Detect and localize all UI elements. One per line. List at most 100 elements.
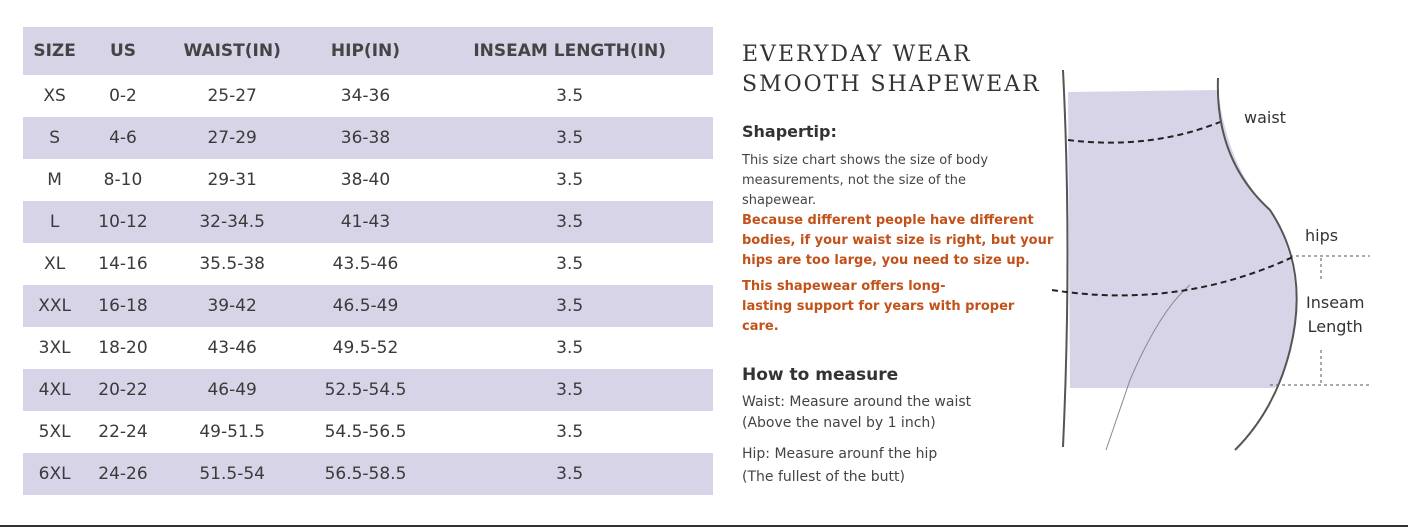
table-cell: 43-46 — [207, 338, 257, 358]
table-cell: 3.5 — [556, 254, 584, 274]
table-cell: 3.5 — [556, 170, 584, 190]
table-row: 6XL 24-26 51.5-54 56.5-58.5 3.5 — [23, 453, 713, 495]
table-cell: XL — [44, 254, 66, 274]
text-line: (The fullest of the butt) — [742, 469, 905, 485]
table-cell: 49.5-52 — [332, 338, 399, 358]
text-line: (Above the navel by 1 inch) — [742, 415, 936, 431]
waist-label: waist — [1244, 108, 1286, 127]
table-cell: 3XL — [38, 338, 71, 358]
table-cell: 14-16 — [98, 254, 148, 274]
tip-text: This size chart shows the size of body me… — [742, 151, 988, 211]
table-cell: 18-20 — [98, 338, 148, 358]
table-cell: 5XL — [38, 422, 71, 442]
frame-line — [0, 525, 1408, 527]
table-cell: 3.5 — [556, 296, 584, 316]
text-line: Waist: Measure around the waist — [742, 394, 972, 410]
table-row: 5XL 22-24 49-51.5 54.5-56.5 3.5 — [23, 411, 713, 453]
table-cell: 36-38 — [340, 128, 391, 148]
table-cell: 24-26 — [98, 464, 148, 484]
warning: Because different people have different b… — [742, 211, 1053, 271]
table-cell: 39-42 — [207, 296, 257, 316]
table-row: 4XL 20-22 46-49 52.5-54.5 3.5 — [23, 369, 713, 411]
text-line: hips are too large, you need to size up. — [742, 253, 1030, 268]
header-cell: WAIST(IN) — [183, 41, 281, 61]
table-row: M 8-10 29-31 38-40 3.5 — [23, 159, 713, 201]
text-line: bodies, if your waist size is right, but… — [742, 233, 1054, 248]
table-cell: 3.5 — [556, 464, 584, 484]
text-line: Inseam — [1306, 293, 1365, 312]
hip-note: Hip: Measure arounf the hip (The fullest … — [742, 443, 937, 489]
table-cell: 3.5 — [556, 128, 584, 148]
table-cell: 52.5-54.5 — [324, 380, 407, 400]
table-cell: 3.5 — [556, 212, 584, 232]
table-cell: 35.5-38 — [199, 254, 265, 274]
table-cell: M — [47, 170, 62, 190]
measure-heading: How to measure — [742, 365, 899, 385]
table-cell: 3.5 — [556, 380, 584, 400]
header-cell: US — [109, 41, 136, 61]
warning: This shapewear offers long-lasting suppo… — [742, 277, 1014, 337]
body-outline — [1216, 77, 1298, 451]
text-line: lasting support for years with proper — [742, 299, 1015, 314]
hip-line — [1051, 255, 1296, 297]
table-cell: 10-12 — [98, 212, 148, 232]
table-cell: 3.5 — [556, 86, 584, 106]
table-cell: 29-31 — [207, 170, 257, 190]
table-cell: 4-6 — [109, 128, 137, 148]
table-cell: 41-43 — [340, 212, 391, 232]
table-cell: 0-2 — [109, 86, 137, 106]
table-cell: L — [49, 212, 60, 232]
inseam-guides — [1270, 255, 1370, 386]
header-cell: HIP(IN) — [330, 41, 401, 61]
table-cell: 4XL — [38, 380, 71, 400]
table-cell: 46.5-49 — [332, 296, 399, 316]
text-line: care. — [742, 319, 779, 334]
table-cell: 3.5 — [556, 338, 584, 358]
table-row: XL 14-16 35.5-38 43.5-46 3.5 — [23, 243, 713, 285]
table-cell: 34-36 — [340, 86, 391, 106]
text-line: measurements, not the size of the — [742, 173, 966, 188]
title: EVERYDAY WEAR SMOOTH SHAPEWEAR — [742, 40, 1041, 100]
body-outline — [1062, 69, 1069, 448]
text-line: This shapewear offers long- — [742, 279, 946, 294]
table-cell: 6XL — [38, 464, 71, 484]
text-line: Length — [1307, 317, 1363, 336]
text-line: Because different people have different — [742, 213, 1034, 228]
table-cell: 43.5-46 — [332, 254, 399, 274]
table-cell: XXL — [38, 296, 71, 316]
text-line: Hip: Measure arounf the hip — [742, 446, 938, 462]
table-row: 3XL 18-20 43-46 49.5-52 3.5 — [23, 327, 713, 369]
header-cell: INSEAM LENGTH(IN) — [473, 41, 666, 61]
table-cell: 25-27 — [207, 86, 257, 106]
table-row: XXL 16-18 39-42 46.5-49 3.5 — [23, 285, 713, 327]
table-cell: 20-22 — [98, 380, 148, 400]
waist-note: Waist: Measure around the waist (Above th… — [742, 392, 971, 434]
table-cell: 32-34.5 — [199, 212, 265, 232]
table-row: L 10-12 32-34.5 41-43 3.5 — [23, 201, 713, 243]
table-cell: 22-24 — [98, 422, 148, 442]
table-row: S 4-6 27-29 36-38 3.5 — [23, 117, 713, 159]
table-cell: 3.5 — [556, 422, 584, 442]
table-cell: 27-29 — [207, 128, 257, 148]
inseam-label: Inseam Length — [1306, 291, 1364, 339]
text-line: EVERYDAY WEAR — [742, 42, 972, 67]
table-cell: 8-10 — [103, 170, 143, 190]
size-table: SIZE US WAIST(IN) HIP(IN) INSEAM LENGTH(IN) X… — [23, 27, 713, 495]
table-cell: S — [49, 128, 61, 148]
table-cell: 56.5-58.5 — [324, 464, 407, 484]
table-cell: 51.5-54 — [199, 464, 265, 484]
shape-fill — [1068, 90, 1296, 388]
table-cell: 54.5-56.5 — [324, 422, 407, 442]
tip-heading: Shapertip: — [742, 122, 837, 141]
table-row: XS 0-2 25-27 34-36 3.5 — [23, 75, 713, 117]
table-cell: 38-40 — [340, 170, 391, 190]
table-cell: XS — [43, 86, 66, 106]
table-cell: 16-18 — [98, 296, 148, 316]
hips-label: hips — [1305, 226, 1339, 245]
text-line: This size chart shows the size of body — [742, 153, 989, 168]
table-cell: 46-49 — [207, 380, 257, 400]
text-line: SMOOTH SHAPEWEAR — [742, 72, 1041, 97]
table-cell: 49-51.5 — [199, 422, 265, 442]
